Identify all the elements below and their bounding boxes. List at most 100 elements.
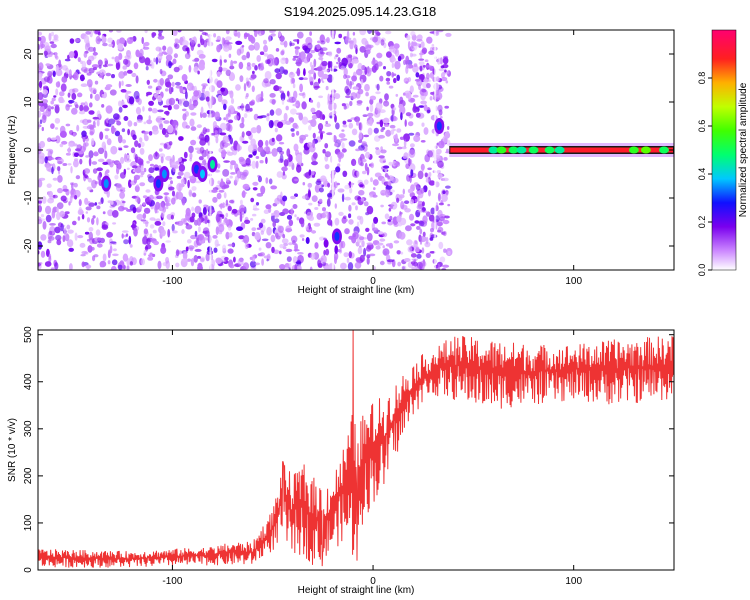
noise-blob [442, 177, 449, 182]
noise-blob [260, 90, 264, 100]
noise-blob [77, 235, 84, 239]
noise-blob [252, 204, 257, 211]
noise-blob [87, 177, 92, 183]
noise-blob [182, 89, 186, 94]
noise-blob [176, 182, 183, 192]
noise-blob [392, 58, 397, 63]
noise-blob [87, 238, 90, 242]
noise-blob [351, 202, 356, 206]
noise-blob [343, 215, 347, 220]
noise-blob [214, 130, 218, 135]
noise-blob [283, 112, 288, 122]
noise-blob [255, 202, 260, 206]
noise-blob [230, 172, 236, 175]
noise-blob [136, 119, 143, 123]
noise-blob [285, 225, 292, 233]
noise-blob [391, 62, 395, 68]
noise-blob [92, 215, 96, 219]
noise-blob [318, 56, 324, 61]
noise-blob [372, 179, 379, 186]
noise-blob [278, 31, 282, 38]
noise-blob [396, 215, 402, 223]
noise-blob [342, 124, 348, 128]
noise-blob [142, 213, 147, 219]
noise-blob [303, 68, 306, 77]
noise-blob [44, 156, 48, 164]
noise-blob [437, 173, 443, 179]
x-tick-label: -100 [162, 276, 182, 287]
noise-blob [447, 126, 450, 130]
noise-blob [324, 265, 330, 270]
noise-blob [396, 250, 401, 255]
noise-blob [412, 94, 419, 98]
noise-blob [348, 235, 354, 240]
noise-blob [42, 42, 50, 50]
noise-blob [158, 148, 163, 152]
noise-blob [200, 106, 204, 115]
noise-blob [320, 254, 327, 264]
noise-blob [189, 216, 195, 223]
noise-blob [349, 80, 353, 90]
noise-blob [297, 252, 304, 255]
noise-blob [315, 180, 322, 186]
noise-blob [317, 259, 322, 267]
noise-blob [398, 104, 404, 109]
noise-blob [340, 65, 346, 71]
noise-blob [369, 194, 374, 198]
noise-blob [136, 213, 144, 220]
noise-blob [348, 213, 352, 219]
noise-blob [128, 235, 132, 245]
noise-blob [129, 37, 134, 40]
noise-blob [214, 239, 219, 248]
noise-blob [96, 217, 99, 226]
noise-blob [365, 44, 372, 52]
noise-blob [408, 157, 411, 167]
noise-blob [440, 116, 443, 119]
noise-blob [98, 201, 102, 205]
noise-blob [409, 143, 415, 148]
noise-blob [304, 47, 311, 54]
noise-blob [191, 192, 197, 198]
noise-blob [107, 37, 113, 43]
noise-blob [276, 194, 283, 202]
noise-blob [340, 138, 348, 141]
noise-blob [121, 80, 124, 86]
noise-blob [223, 218, 230, 226]
noise-blob [436, 221, 444, 227]
noise-blob [155, 201, 161, 210]
signal-dip [640, 146, 651, 154]
noise-blob [241, 131, 245, 138]
noise-blob [266, 226, 272, 236]
noise-blob [389, 205, 393, 209]
noise-blob [444, 215, 450, 219]
noise-blob [47, 150, 53, 158]
noise-blob [50, 267, 55, 270]
signal-dip [488, 146, 499, 154]
noise-blob [439, 216, 445, 222]
noise-blob [97, 147, 105, 155]
noise-blob [60, 195, 67, 202]
noise-blob [179, 85, 184, 94]
noise-blob [53, 104, 60, 107]
noise-blob [292, 103, 299, 107]
snr-line [38, 330, 674, 568]
noise-blob [191, 186, 197, 191]
noise-blob [260, 230, 265, 235]
noise-blob [373, 216, 379, 224]
noise-blob [422, 64, 426, 68]
noise-blob [241, 54, 247, 61]
noise-blob [322, 149, 326, 154]
noise-blob [399, 136, 404, 140]
noise-blob [386, 51, 392, 58]
noise-blob [239, 204, 246, 214]
noise-blob [341, 57, 348, 67]
noise-blob [383, 117, 390, 124]
noise-blob [168, 141, 173, 146]
noise-blob [197, 255, 202, 259]
noise-blob [320, 175, 327, 182]
noise-blob [40, 214, 45, 218]
noise-blob [48, 253, 52, 260]
noise-blob [41, 126, 44, 132]
noise-blob [134, 153, 138, 163]
